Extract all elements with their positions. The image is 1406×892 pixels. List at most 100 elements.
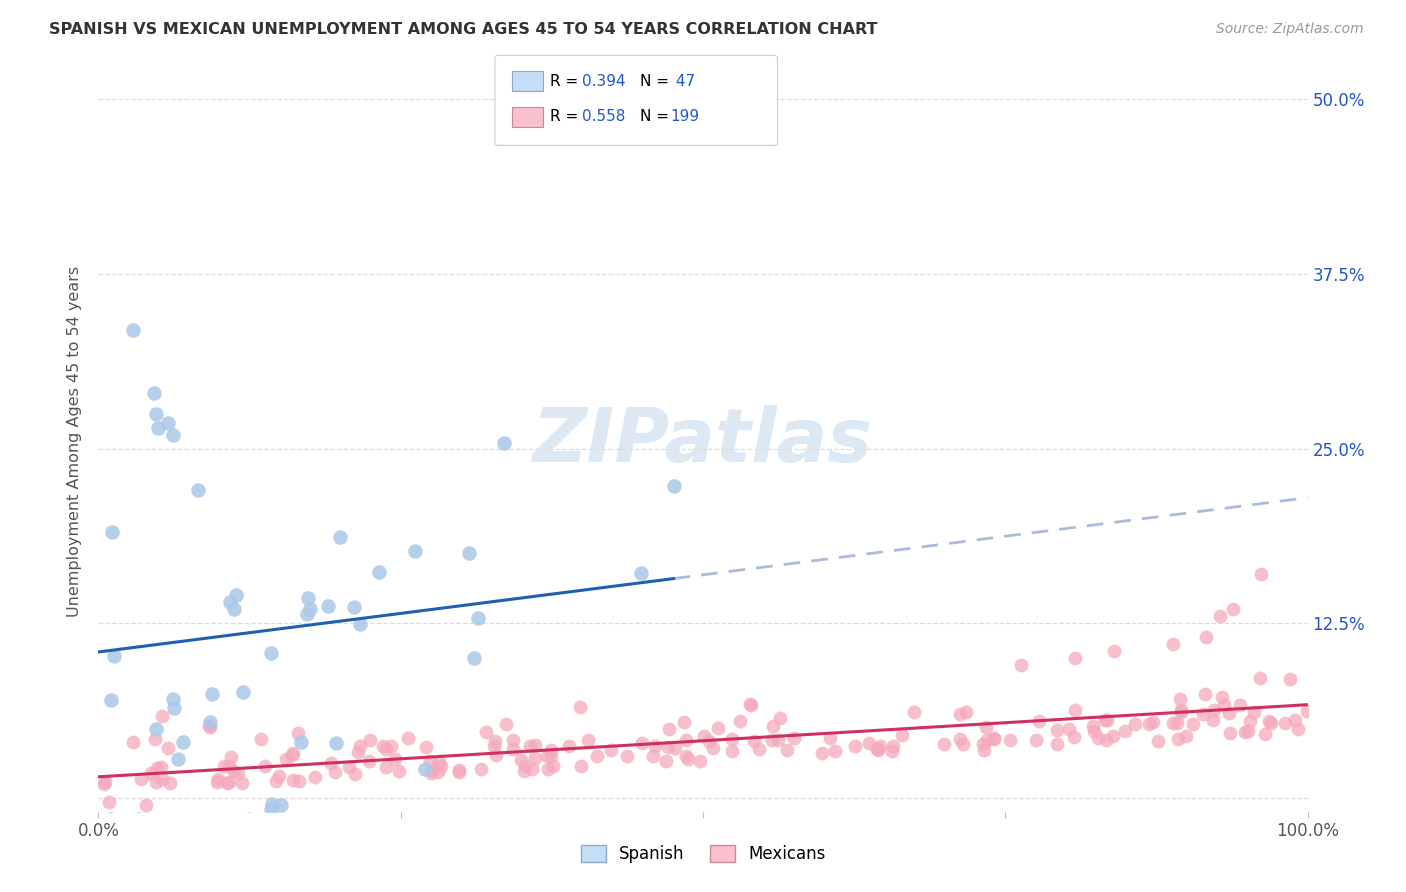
Point [1170, 703, 1192, 717]
Point [502, 742, 524, 756]
Point [298, 602, 321, 616]
Point [811, 746, 834, 760]
Point [98, 812, 121, 826]
Point [142, 385, 165, 400]
Point [482, 739, 505, 753]
Point [122, 323, 145, 337]
Point [150, 709, 173, 723]
Point [769, 711, 792, 725]
Point [323, 764, 346, 779]
Point [1168, 691, 1191, 706]
Point [955, 705, 977, 719]
Point [145, 722, 167, 736]
Point [427, 765, 450, 780]
Point [198, 719, 221, 733]
Point [520, 762, 543, 776]
Point [380, 739, 402, 754]
Point [319, 756, 342, 770]
Point [98, 812, 121, 826]
Point [200, 720, 222, 734]
Point [616, 748, 638, 763]
Point [702, 741, 724, 756]
Point [404, 543, 426, 558]
Point [163, 701, 186, 715]
Point [103, 649, 125, 664]
Point [720, 731, 742, 746]
Point [673, 714, 696, 729]
Point [1163, 637, 1185, 651]
Point [1195, 630, 1218, 644]
Point [523, 739, 546, 753]
Point [866, 742, 889, 756]
Point [540, 743, 562, 757]
Point [1254, 726, 1277, 740]
Point [415, 740, 437, 755]
Point [172, 735, 194, 749]
Text: 0.558: 0.558 [582, 110, 626, 124]
Text: 0.394: 0.394 [582, 74, 626, 88]
Point [281, 747, 304, 761]
Point [145, 774, 167, 789]
Point [1094, 714, 1116, 728]
Point [569, 700, 592, 714]
Point [1166, 716, 1188, 731]
Point [1213, 698, 1236, 713]
Point [1063, 730, 1085, 744]
Point [952, 737, 974, 751]
Point [420, 763, 443, 777]
Point [419, 754, 441, 768]
Point [524, 751, 547, 765]
Point [212, 758, 235, 772]
Point [976, 732, 998, 747]
Point [304, 770, 326, 784]
Text: N =: N = [640, 110, 673, 124]
Point [630, 566, 652, 580]
Point [359, 732, 381, 747]
Point [128, 812, 150, 826]
Point [1218, 706, 1240, 720]
Point [413, 762, 436, 776]
Point [1101, 729, 1123, 743]
Point [766, 733, 789, 747]
Point [1286, 722, 1309, 736]
Point [1202, 703, 1225, 717]
Point [509, 753, 531, 767]
Point [1046, 738, 1069, 752]
Text: ZIPatlas: ZIPatlas [533, 405, 873, 478]
Point [1236, 724, 1258, 739]
Point [349, 739, 371, 753]
Point [1192, 706, 1215, 721]
Point [537, 762, 560, 776]
Legend: Spanish, Mexicans: Spanish, Mexicans [574, 838, 832, 870]
Point [1083, 724, 1105, 739]
Point [98, 795, 121, 809]
Point [776, 743, 799, 757]
Point [1250, 567, 1272, 582]
Point [761, 733, 783, 747]
Point [447, 764, 470, 778]
Point [232, 685, 254, 699]
Point [1081, 718, 1104, 732]
Point [1064, 651, 1087, 665]
Point [697, 734, 720, 748]
Point [844, 739, 866, 754]
Point [295, 607, 318, 621]
Point [1170, 705, 1192, 719]
Point [932, 737, 955, 751]
Point [540, 749, 562, 764]
Text: SPANISH VS MEXICAN UNEMPLOYMENT AMONG AGES 45 TO 54 YEARS CORRELATION CHART: SPANISH VS MEXICAN UNEMPLOYMENT AMONG AG… [49, 22, 877, 37]
Point [1181, 717, 1204, 731]
Point [1194, 687, 1216, 701]
Point [644, 739, 666, 754]
Point [288, 774, 311, 789]
Point [218, 774, 240, 789]
Point [882, 743, 904, 757]
Point [283, 772, 305, 787]
Point [707, 721, 730, 735]
Point [347, 745, 370, 759]
Point [1147, 734, 1170, 748]
Text: Source: ZipAtlas.com: Source: ZipAtlas.com [1216, 22, 1364, 37]
Point [100, 693, 122, 707]
Point [1097, 713, 1119, 727]
Point [1222, 602, 1244, 616]
